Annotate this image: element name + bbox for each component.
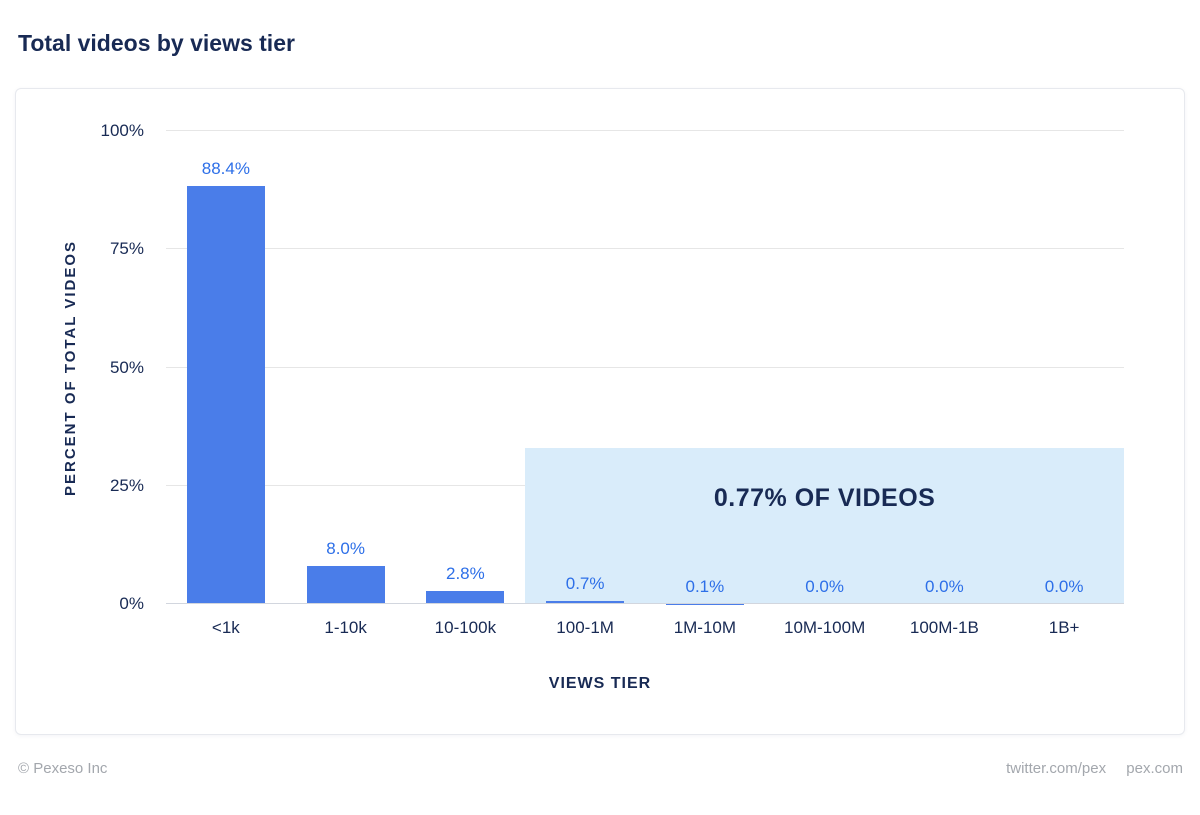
bar-column: 8.0% (286, 131, 406, 604)
y-axis-title: PERCENT OF TOTAL VIDEOS (62, 239, 79, 496)
bar-column: 0.0% (765, 131, 885, 604)
bar (306, 566, 385, 604)
bar-value-label: 8.0% (326, 539, 365, 559)
footer-links: twitter.com/pex pex.com (1006, 760, 1183, 777)
website-link: pex.com (1126, 760, 1183, 777)
x-tick-label: <1k (211, 618, 240, 637)
bar-column: 0.7% (525, 131, 645, 604)
x-axis-line (166, 603, 1124, 604)
footer: © Pexeso Inc twitter.com/pex pex.com (18, 760, 1183, 777)
bar-value-label: 2.8% (446, 563, 485, 583)
x-tick-label: 1-10k (324, 618, 367, 637)
y-tick-label: 100% (100, 121, 144, 140)
gridline (166, 248, 1124, 250)
bar (426, 590, 505, 604)
gridline (166, 366, 1124, 368)
y-tick-label: 75% (109, 239, 144, 259)
x-tick-label: 100-1M (556, 618, 614, 637)
bar-value-label: 88.4% (201, 158, 250, 178)
x-tick-label: 1B+ (1048, 618, 1080, 637)
x-axis-labels: <1k 1-10k 10-100k 100-1M 1M-10M 10M-100M 100M-… (166, 618, 1124, 638)
page-title: Total videos by views tier (18, 30, 295, 56)
bar (546, 600, 625, 604)
bar (186, 185, 265, 604)
bar-value-label: 0.0% (805, 577, 844, 596)
bar-column: 88.4% (166, 131, 286, 604)
y-tick-label: 25% (109, 475, 144, 495)
bar-value-label: 0.7% (565, 573, 605, 593)
bar-value-label: 0.0% (925, 577, 964, 596)
bar-value-label: 0.0% (1044, 577, 1084, 596)
bar-column: 2.8% (406, 131, 526, 604)
y-tick-label: 0% (119, 594, 144, 613)
x-tick-label: 10-100k (434, 618, 497, 637)
bar-column: 0.0% (885, 131, 1005, 604)
x-tick-label: 100M-1B (909, 618, 979, 637)
y-tick-label: 50% (109, 357, 144, 377)
x-tick-label: 1M-10M (673, 618, 737, 637)
x-axis-title: VIEWS TIER (548, 675, 652, 692)
copyright-text: © Pexeso Inc (18, 760, 108, 777)
twitter-link: twitter.com/pex (1006, 760, 1107, 777)
annotation-text: 0.77% OF VIDEOS (713, 483, 936, 512)
bar-column: 0.1% (645, 131, 765, 604)
bar-column: 0.0% (1004, 131, 1124, 604)
bar-value-label: 0.1% (685, 576, 725, 596)
x-tick-label: 10M-100M (783, 618, 866, 637)
plot-area: 0.77% OF VIDEOS 88.4% 8.0% 2.8% 0.7% 0.1% 0.0… (101, 121, 1124, 613)
bars-container: 88.4% 8.0% 2.8% 0.7% 0.1% 0.0% 0.0% 0.0% (166, 131, 1124, 604)
annotation-region: 0.77% OF VIDEOS (525, 447, 1124, 604)
chart-card: PERCENT OF TOTAL VIDEOS 0.77% OF VIDEOS … (15, 88, 1185, 735)
gridline (166, 130, 1124, 131)
